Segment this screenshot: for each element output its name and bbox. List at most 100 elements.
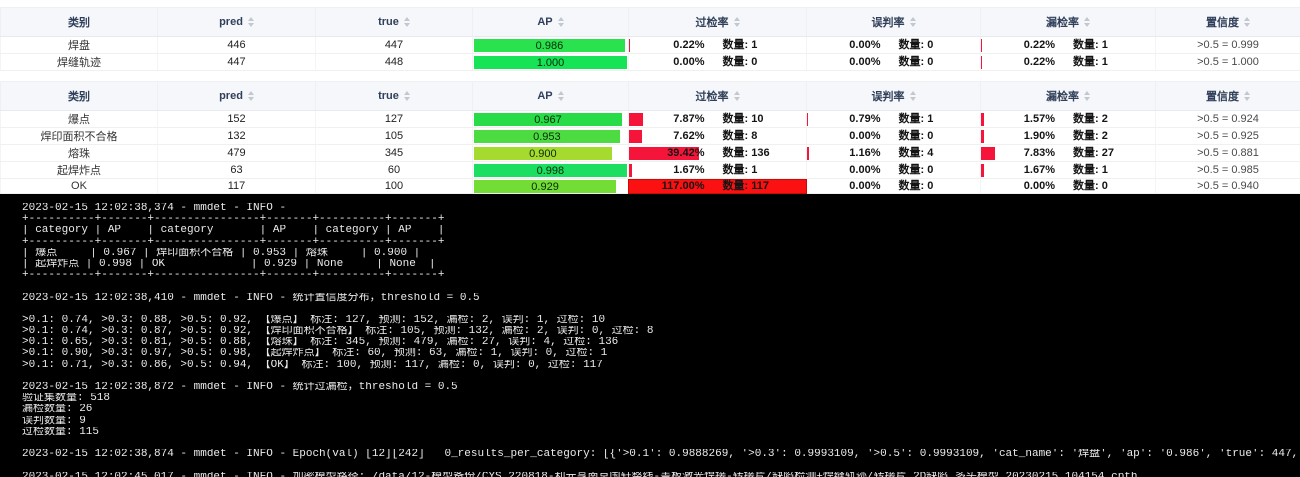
column-header-pred[interactable]: pred	[157, 7, 316, 37]
column-header-true[interactable]: true	[315, 7, 473, 37]
metrics-tables-area: 类别 pred true AP 过检率 误判率 漏检率 置信度 焊盘 446 447 0.986 0.2…	[0, 0, 1300, 194]
log-line: +----------+-------+----------------+---…	[22, 270, 445, 282]
column-header-ap[interactable]: AP	[472, 81, 629, 111]
table-row: 熔珠 479 345 0.900 39.42% 数量: 136 1.16% 数量: 4 7.83…	[0, 144, 1300, 162]
column-label: 置信度	[1206, 91, 1239, 103]
column-label: true	[378, 90, 399, 102]
misjudge-cell: 0.00% 数量: 0	[806, 161, 981, 179]
column-header-overdetect[interactable]: 过检率	[628, 81, 807, 111]
table-row: 焊盘 446 447 0.986 0.22% 数量: 1 0.00% 数量: 0 0.22% 数量…	[0, 36, 1300, 54]
overdetect-bar	[629, 147, 699, 160]
column-header-misjudge[interactable]: 误判率	[806, 81, 981, 111]
overdetect-count: 数量: 136	[722, 147, 770, 159]
sort-icon	[557, 17, 564, 27]
sort-icon	[1084, 17, 1090, 27]
missdetect-percent: 1.67%	[1023, 164, 1055, 176]
ap-bar: 0.967	[474, 113, 622, 126]
overdetect-percent: 0.00%	[673, 56, 705, 68]
column-label: AP	[537, 90, 553, 102]
misjudge-count: 数量: 1	[898, 113, 934, 125]
true-cell: 345	[315, 144, 473, 162]
column-header-misjudge[interactable]: 误判率	[806, 7, 981, 37]
column-header-confidence[interactable]: 置信度	[1155, 81, 1300, 111]
misjudge-cell: 0.79% 数量: 1	[806, 110, 981, 128]
missdetect-count: 数量: 2	[1073, 130, 1108, 142]
table-row: 焊印面积不合格 132 105 0.953 7.62% 数量: 8 0.00% 数量: 0 1.…	[0, 127, 1300, 145]
category-cell: 起焊炸点	[0, 161, 158, 179]
column-label: 误判率	[871, 17, 905, 29]
true-cell: 105	[315, 127, 473, 145]
missdetect-cell: 1.90% 数量: 2	[980, 127, 1156, 145]
missdetect-cell: 1.57% 数量: 2	[980, 110, 1156, 128]
column-header-missdetect[interactable]: 漏检率	[980, 81, 1156, 111]
log-line: 误判数量: 9	[22, 415, 86, 427]
true-cell: 100	[315, 178, 473, 194]
metrics-table-1: 类别 pred true AP 过检率 误判率 漏检率 置信度 焊盘 446 447 0.986 0.2…	[0, 7, 1300, 71]
overdetect-percent: 7.62%	[673, 130, 705, 142]
ap-bar: 0.900	[474, 147, 612, 160]
missdetect-count: 数量: 1	[1073, 56, 1108, 68]
overdetect-cell: 39.42% 数量: 136	[628, 144, 807, 162]
log-line: 2023-02-15 12:02:38,872 - mmdet - INFO -…	[22, 382, 458, 393]
pred-cell: 117	[157, 178, 316, 194]
overdetect-percent: 1.67%	[673, 164, 705, 176]
category-cell: 焊盘	[0, 36, 158, 54]
ap-bar: 0.929	[474, 180, 617, 193]
sort-icon	[247, 91, 254, 101]
column-label: 过检率	[695, 91, 729, 103]
confidence-cell: >0.5 = 0.881	[1155, 144, 1300, 162]
log-line: >0.1: 0.71, >0.3: 0.86, >0.5: 0.94, 【OK】…	[22, 359, 603, 371]
misjudge-count: 数量: 4	[898, 147, 934, 159]
missdetect-bar	[981, 147, 995, 160]
misjudge-bar	[807, 147, 809, 160]
log-line: >0.1: 0.74, >0.3: 0.87, >0.5: 0.92, 【焊印面…	[22, 326, 654, 338]
header-row: 类别 pred true AP 过检率 误判率 漏检率 置信度	[0, 81, 1300, 111]
true-cell: 60	[315, 161, 473, 179]
column-header-category: 类别	[0, 81, 158, 111]
missdetect-cell: 1.67% 数量: 1	[980, 161, 1156, 179]
missdetect-cell: 0.00% 数量: 0	[980, 178, 1156, 194]
log-terminal: 2023-02-15 12:02:38,374 - mmdet - INFO -…	[0, 194, 1300, 477]
pred-cell: 152	[157, 110, 316, 128]
column-header-missdetect[interactable]: 漏检率	[980, 7, 1156, 37]
column-header-confidence[interactable]: 置信度	[1155, 7, 1300, 37]
log-line: >0.1: 0.90, >0.3: 0.97, >0.5: 0.98, 【起焊炸…	[22, 348, 608, 360]
sort-icon	[557, 91, 564, 101]
column-header-category: 类别	[0, 7, 158, 37]
misjudge-bar	[807, 113, 809, 126]
column-label: 过检率	[695, 17, 729, 29]
column-label: 类别	[68, 91, 90, 103]
misjudge-percent: 0.00%	[849, 180, 881, 192]
pred-cell: 63	[157, 161, 316, 179]
overdetect-count: 数量: 1	[722, 39, 758, 51]
overdetect-cell: 0.22% 数量: 1	[628, 36, 807, 54]
sort-icon	[247, 17, 254, 27]
ap-cell: 0.986	[472, 36, 629, 54]
column-label: 误判率	[871, 91, 905, 103]
misjudge-cell: 0.00% 数量: 0	[806, 178, 981, 194]
column-header-pred[interactable]: pred	[157, 81, 316, 111]
log-line: 漏检数量: 26	[22, 404, 93, 416]
category-cell: 焊缝轨迹	[0, 53, 158, 71]
missdetect-percent: 0.22%	[1023, 56, 1055, 68]
log-line	[22, 371, 1296, 382]
log-line: >0.1: 0.65, >0.3: 0.81, >0.5: 0.88, 【熔珠】…	[22, 337, 619, 349]
missdetect-percent: 0.00%	[1023, 180, 1055, 192]
column-header-overdetect[interactable]: 过检率	[628, 7, 807, 37]
sort-icon	[1244, 17, 1250, 27]
missdetect-cell: 7.83% 数量: 27	[980, 144, 1156, 162]
overdetect-cell: 7.62% 数量: 8	[628, 127, 807, 145]
overdetect-cell: 117.00% 数量: 117	[628, 178, 807, 194]
log-line	[22, 304, 1296, 315]
column-header-true[interactable]: true	[315, 81, 473, 111]
column-label: AP	[537, 16, 553, 28]
ap-cell: 1.000	[472, 53, 629, 71]
column-label: 漏检率	[1046, 17, 1079, 29]
log-line: 验证集数量: 518	[22, 393, 111, 405]
missdetect-percent: 7.83%	[1023, 147, 1055, 159]
log-line: 2023-02-15 12:02:38,374 - mmdet - INFO -	[22, 203, 293, 214]
column-label: 漏检率	[1046, 91, 1079, 103]
misjudge-cell: 0.00% 数量: 0	[806, 36, 981, 54]
column-header-ap[interactable]: AP	[472, 7, 629, 37]
